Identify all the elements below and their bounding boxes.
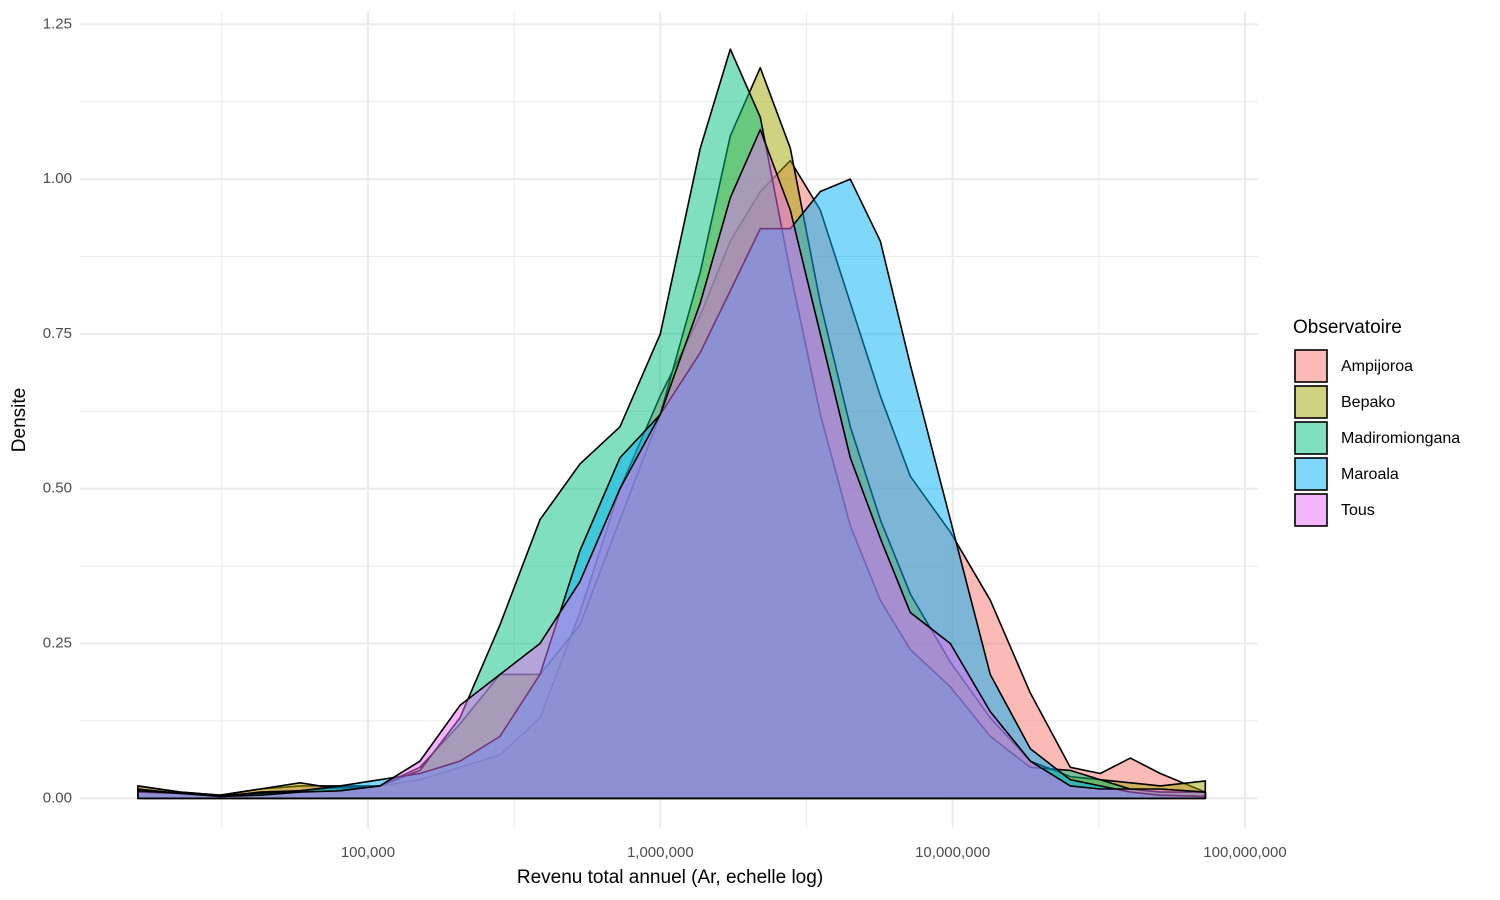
legend-key xyxy=(1294,385,1328,419)
y-axis-label: Densite xyxy=(9,388,30,452)
y-tick-label: 1.00 xyxy=(43,170,72,187)
x-tick-label: 100,000,000 xyxy=(1203,844,1286,861)
legend-label: Tous xyxy=(1341,502,1375,519)
legend-label: Maroala xyxy=(1341,466,1399,483)
legend-label: Madiromiongana xyxy=(1341,430,1460,447)
y-tick-label: 0.25 xyxy=(43,634,72,651)
legend-label: Ampijoroa xyxy=(1341,358,1413,375)
x-tick-label: 10,000,000 xyxy=(915,844,990,861)
legend-key xyxy=(1294,349,1328,383)
y-tick-label: 0.50 xyxy=(43,480,72,497)
legend-key xyxy=(1294,457,1328,491)
y-tick-label: 0.75 xyxy=(43,325,72,342)
legend-key xyxy=(1294,421,1328,455)
legend-key xyxy=(1294,493,1328,527)
x-tick-label: 100,000 xyxy=(341,844,395,861)
y-tick-label: 1.25 xyxy=(43,15,72,32)
legend-title: Observatoire xyxy=(1293,317,1402,338)
y-tick-label: 0.00 xyxy=(43,789,72,806)
density-area xyxy=(137,128,1207,800)
x-tick-label: 1,000,000 xyxy=(627,844,694,861)
legend-label: Bepako xyxy=(1341,394,1395,411)
x-axis-label: Revenu total annuel (Ar, echelle log) xyxy=(517,867,823,888)
